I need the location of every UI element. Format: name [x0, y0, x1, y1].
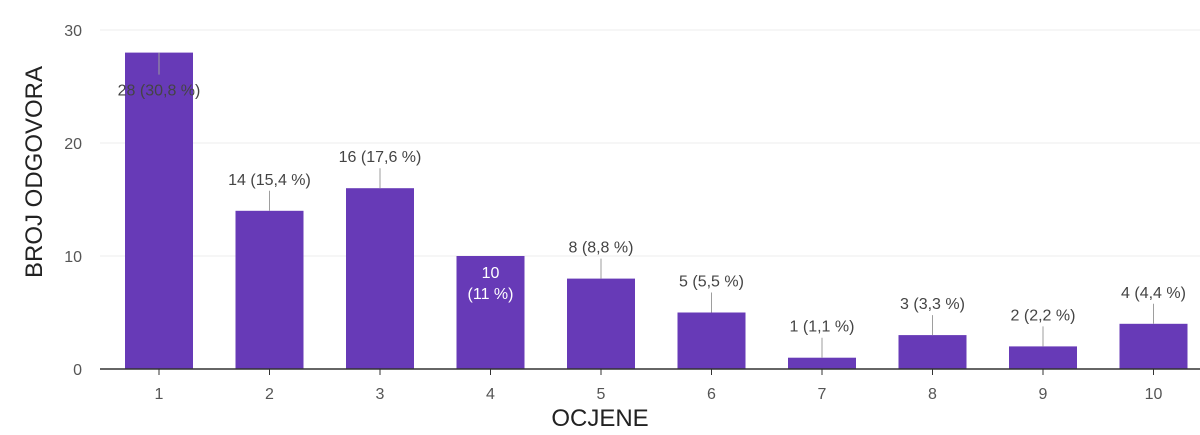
- x-tick-label: 10: [1145, 386, 1163, 403]
- x-tick-label: 6: [707, 386, 716, 403]
- bar-data-label: 8 (8,8 %): [569, 240, 634, 257]
- y-tick-label: 20: [64, 136, 82, 153]
- bar-2: [235, 210, 304, 369]
- x-tick-label: 4: [486, 386, 495, 403]
- bar-4: [456, 256, 525, 369]
- x-tick-label: 7: [818, 386, 827, 403]
- bar-data-label: 1 (1,1 %): [790, 319, 855, 336]
- bar-10: [1119, 323, 1188, 369]
- y-tick-label: 30: [64, 23, 82, 40]
- bar-data-label: 16 (17,6 %): [339, 149, 422, 166]
- bar-data-label: 28 (30,8 %): [118, 83, 201, 100]
- x-tick-label: 9: [1039, 386, 1048, 403]
- bar-data-label: 2 (2,2 %): [1011, 307, 1076, 324]
- bar-data-label: 14 (15,4 %): [228, 172, 311, 189]
- bar-data-label: 10 (11 %): [468, 265, 514, 303]
- x-tick-label: 5: [597, 386, 606, 403]
- y-axis-ticks: 0 10 20 30: [64, 23, 82, 379]
- data-labels: 28 (30,8 %) 14 (15,4 %) 16 (17,6 %) 10 (11 %…: [118, 52, 1186, 358]
- y-axis-title: BROJ ODGOVORA: [21, 66, 48, 278]
- x-axis-ticks: 1 2 3 4 5 6 7 8 9 10: [155, 369, 1163, 403]
- x-axis-title: OCJENE: [551, 405, 648, 432]
- bar-6: [677, 312, 746, 369]
- x-tick-label: 3: [376, 386, 385, 403]
- y-tick-label: 0: [73, 362, 82, 379]
- x-tick-label: 8: [928, 386, 937, 403]
- x-tick-label: 2: [265, 386, 274, 403]
- bar-9: [1009, 346, 1077, 369]
- bar-8: [898, 335, 967, 369]
- bar-7: [788, 357, 856, 369]
- bar-1: [125, 52, 193, 369]
- bar-data-label: 3 (3,3 %): [900, 296, 965, 313]
- bar-data-label: 4 (4,4 %): [1121, 285, 1186, 302]
- y-tick-label: 10: [64, 249, 82, 266]
- bar-data-label: 5 (5,5 %): [679, 274, 744, 291]
- bar-5: [567, 278, 635, 369]
- x-tick-label: 1: [155, 386, 164, 403]
- bars: [125, 52, 1188, 369]
- bar-3: [346, 188, 414, 369]
